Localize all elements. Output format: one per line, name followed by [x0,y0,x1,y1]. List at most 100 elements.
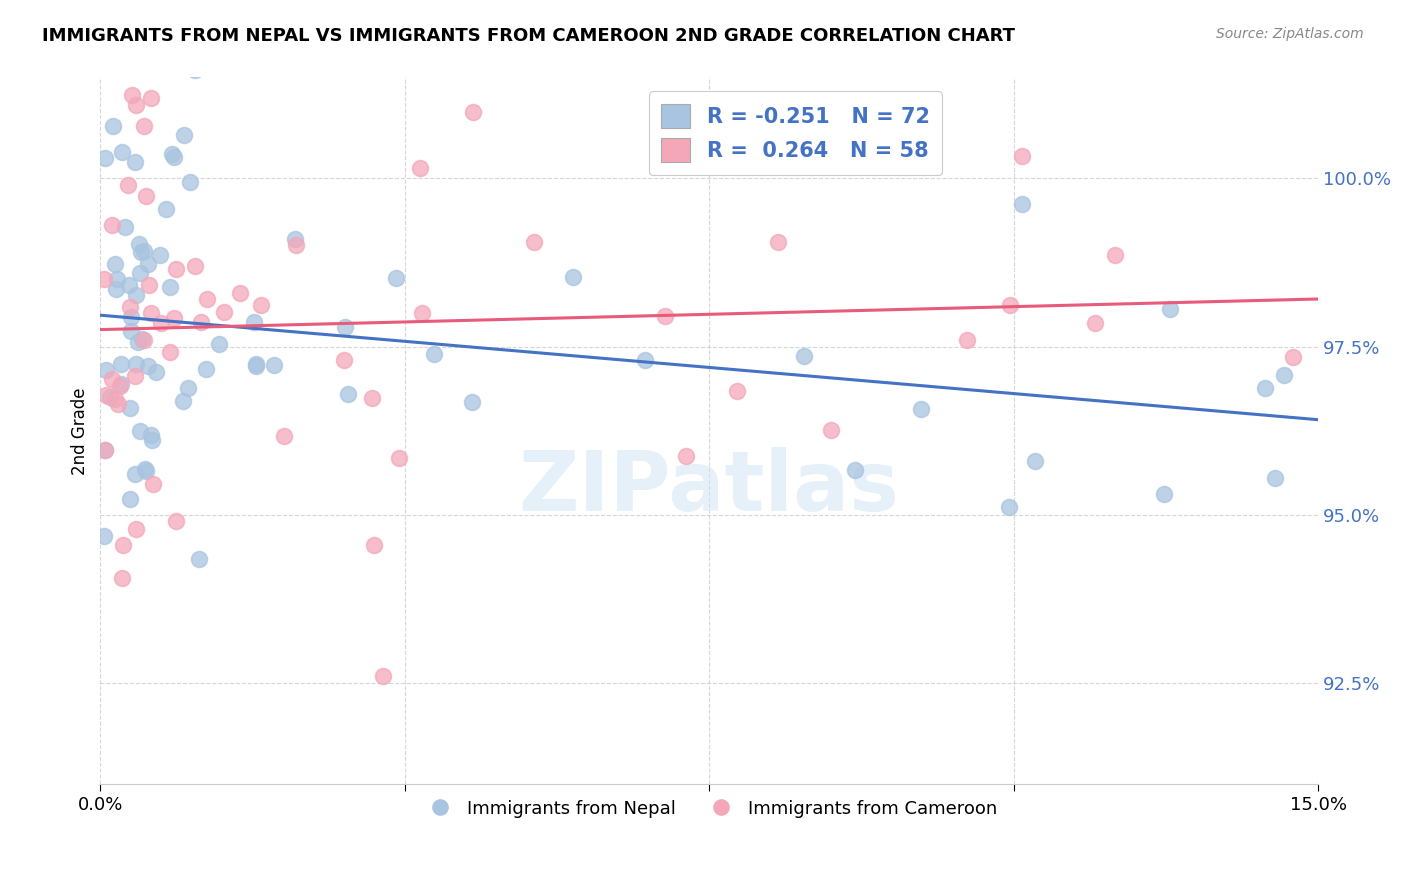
Point [152,24,174,38]
Point [1153,487,1175,501]
Point [134,464,156,478]
Point [228,286,250,301]
Point [910,402,932,417]
Point [125,357,148,371]
Point [132,119,155,133]
Text: Source: ZipAtlas.com: Source: ZipAtlas.com [1216,27,1364,41]
Point [195,292,218,306]
Point [159,280,181,294]
Point [332,353,354,368]
Point [1272,368,1295,383]
Point [263,358,285,372]
Point [104,256,127,270]
Point [117,178,139,192]
Point [184,259,207,273]
Point [104,282,127,296]
Point [131,332,153,346]
Point [562,270,585,285]
Point [844,463,866,477]
Point [120,301,142,315]
Point [93,272,115,286]
Point [141,433,163,447]
Point [94,388,117,402]
Point [139,91,162,105]
Point [245,359,267,373]
Point [411,306,433,320]
Point [212,305,235,319]
Point [108,378,131,392]
Point [129,266,152,280]
Legend: Immigrants from Nepal, Immigrants from Cameroon: Immigrants from Nepal, Immigrants from C… [415,792,1004,825]
Point [103,119,125,133]
Point [104,392,127,407]
Point [460,395,482,409]
Point [111,145,134,160]
Point [111,571,134,585]
Point [195,362,218,376]
Point [110,357,132,371]
Point [94,443,117,458]
Point [121,310,143,324]
Point [634,353,657,368]
Point [138,257,160,271]
Point [165,514,187,528]
Point [134,462,156,476]
Point [110,376,132,391]
Point [1104,248,1126,262]
Point [124,467,146,482]
Point [361,391,384,405]
Point [1011,149,1033,163]
Point [160,146,183,161]
Text: ZIPatlas: ZIPatlas [519,447,900,528]
Point [243,315,266,329]
Point [138,277,160,292]
Point [409,161,432,175]
Point [120,324,142,338]
Point [523,235,546,249]
Point [112,538,135,552]
Point [675,449,697,463]
Point [94,151,117,165]
Point [100,219,122,233]
Point [127,334,149,349]
Point [128,236,150,251]
Y-axis label: 2nd Grade: 2nd Grade [72,387,89,475]
Point [207,336,229,351]
Point [150,317,173,331]
Point [245,357,267,371]
Point [363,538,385,552]
Point [142,477,165,491]
Point [725,384,748,398]
Point [159,345,181,359]
Point [149,248,172,262]
Point [138,359,160,373]
Point [134,333,156,347]
Point [94,363,117,377]
Point [765,125,787,139]
Point [793,350,815,364]
Point [145,365,167,379]
Point [177,381,200,395]
Point [155,202,177,216]
Point [388,451,411,466]
Point [820,424,842,438]
Point [135,189,157,203]
Point [1024,453,1046,467]
Point [173,128,195,142]
Point [105,272,128,286]
Point [125,522,148,536]
Point [128,425,150,439]
Point [125,287,148,301]
Point [1084,316,1107,330]
Point [273,429,295,443]
Point [184,62,207,77]
Point [337,386,360,401]
Point [139,305,162,319]
Point [1011,197,1033,211]
Point [124,368,146,383]
Point [163,151,186,165]
Point [107,396,129,410]
Point [284,232,307,246]
Point [120,491,142,506]
Point [131,244,153,259]
